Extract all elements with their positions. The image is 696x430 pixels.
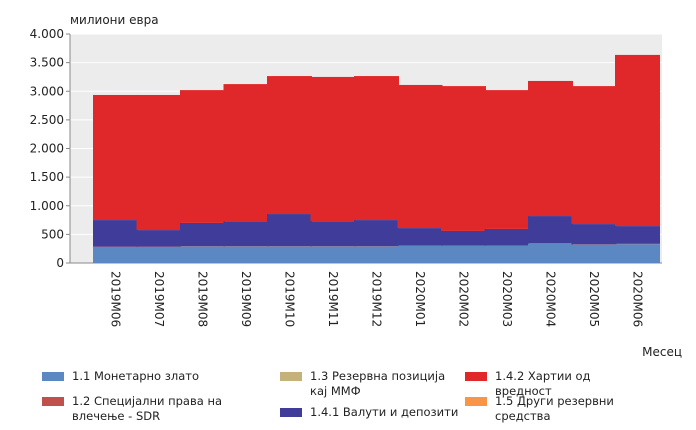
bar-segment	[528, 243, 573, 263]
bar-segment	[397, 84, 443, 229]
bar-segment	[354, 76, 399, 221]
bar-segment	[136, 230, 182, 247]
bar-segment	[310, 246, 356, 263]
bar-segment	[93, 94, 138, 221]
bar-segment	[136, 94, 182, 231]
bar-segment	[615, 244, 660, 263]
bar-segment	[571, 224, 617, 245]
bar-segment	[397, 245, 443, 263]
legend-label: 1.3 Резервна позиција кај ММФ	[310, 369, 446, 398]
bar-segment	[223, 246, 269, 263]
bar-segment	[93, 246, 138, 263]
bar-segment	[223, 84, 269, 222]
bar-segment	[484, 90, 530, 229]
x-tick-label: 2020M04	[544, 271, 558, 327]
legend-swatch	[280, 408, 302, 417]
bar-segment	[571, 244, 617, 263]
bar-segment	[528, 80, 573, 217]
legend-label: 1.4.2 Хартии од вредност	[495, 369, 591, 398]
bar-segment	[354, 220, 399, 247]
bar-segment	[354, 246, 399, 263]
y-tick-label: 0	[56, 256, 64, 270]
bar-segment	[615, 54, 660, 227]
legend-label: 1.5 Други резервни средства	[495, 394, 614, 423]
legend-item: 1.4.2 Хартии од вредност	[465, 369, 650, 399]
bar-segment	[180, 90, 225, 223]
bar-segment	[267, 214, 312, 247]
bar-segment	[180, 222, 225, 247]
legend-swatch	[280, 372, 302, 381]
bar-segment	[441, 245, 486, 263]
bar-segment	[136, 246, 182, 263]
legend-item: 1.3 Резервна позиција кај ММФ	[280, 369, 465, 399]
y-tick-label: 2.000	[30, 142, 64, 156]
legend-swatch	[465, 397, 487, 406]
legend-item: 1.2 Специјални права на влечење - SDR	[42, 394, 272, 424]
bar-segment	[528, 216, 573, 244]
legend-swatch	[465, 372, 487, 381]
legend-item: 1.4.1 Валути и депозити	[280, 405, 465, 420]
legend-item: 1.5 Други резервни средства	[465, 394, 650, 424]
y-tick-label: 2.500	[30, 113, 64, 127]
x-tick-label: 2019M09	[239, 271, 253, 327]
bar-segment	[484, 245, 530, 263]
x-tick-label: 2019M10	[283, 271, 297, 327]
bar-segment	[93, 220, 138, 247]
bar-segment	[484, 228, 530, 246]
legend-label: 1.4.1 Валути и депозити	[310, 405, 459, 419]
bar-segment	[615, 226, 660, 244]
legend-swatch	[42, 372, 64, 381]
bar-segment	[441, 230, 486, 246]
bar-segment	[310, 221, 356, 247]
bar-segment	[267, 246, 312, 263]
x-axis-title: Месец	[642, 345, 682, 359]
legend-label: 1.2 Специјални права на влечење - SDR	[72, 394, 223, 423]
x-tick-label: 2019M12	[370, 271, 384, 327]
y-axis-title: милиони евра	[70, 13, 159, 27]
x-tick-label: 2019M11	[326, 271, 340, 327]
x-tick-label: 2019M07	[152, 271, 166, 327]
x-tick-label: 2020M06	[631, 271, 645, 327]
y-tick-label: 3.000	[30, 84, 64, 98]
y-tick-label: 1.500	[30, 170, 64, 184]
bar-segment	[180, 246, 225, 263]
x-tick-label: 2019M06	[109, 271, 123, 327]
y-tick-label: 500	[41, 227, 64, 241]
legend-item: 1.1 Монетарно злато	[42, 369, 272, 384]
bar-segment	[223, 221, 269, 247]
x-tick-label: 2019M08	[196, 271, 210, 327]
bar-segment	[267, 76, 312, 215]
bar-segment	[441, 86, 486, 231]
bar-segment	[571, 86, 617, 225]
x-tick-label: 2020M02	[457, 271, 471, 327]
y-tick-label: 4.000	[30, 27, 64, 41]
x-tick-label: 2020M03	[500, 271, 514, 327]
legend-label: 1.1 Монетарно злато	[72, 369, 199, 383]
y-tick-label: 3.500	[30, 56, 64, 70]
x-tick-label: 2020M01	[413, 271, 427, 327]
x-tick-label: 2020M05	[587, 271, 601, 327]
y-tick-label: 1.000	[30, 199, 64, 213]
bar-segment	[397, 228, 443, 246]
bar-segment	[310, 76, 356, 222]
legend-swatch	[42, 397, 64, 406]
